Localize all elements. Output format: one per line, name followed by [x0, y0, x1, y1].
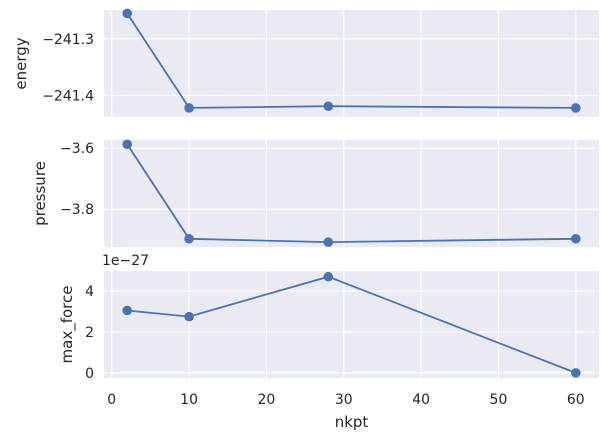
x-axis-ticks: 0 10 20 30 40 50 60: [107, 392, 584, 408]
data-point: [570, 103, 581, 113]
x-tick-label: 10: [180, 392, 198, 408]
x-axis-label: nkpt: [335, 413, 369, 431]
y-tick-label: −3.6: [60, 141, 94, 157]
y-tick-label: −3.8: [60, 202, 94, 218]
y-tick-label: −241.3: [42, 32, 94, 48]
y-tick-label: −241.4: [42, 88, 94, 104]
data-point: [570, 233, 581, 244]
y-tick-label: 4: [85, 284, 94, 300]
y-axis-label-pressure: pressure: [31, 161, 49, 226]
data-point: [122, 305, 133, 316]
y-ticks-pressure: −3.6 −3.8: [60, 141, 94, 218]
data-point: [184, 103, 194, 113]
y-tick-label: 2: [85, 325, 94, 341]
data-points-pressure: [122, 139, 581, 247]
x-tick-label: 60: [567, 392, 585, 408]
plot-area-max-force: [104, 271, 599, 378]
offset-text-max-force: 1e−27: [102, 253, 149, 269]
data-points-max-force: [122, 271, 581, 378]
data-point: [184, 311, 194, 322]
data-points-energy: [122, 8, 581, 113]
y-tick-label: 0: [85, 366, 94, 382]
x-tick-label: 40: [412, 392, 430, 408]
gridlines-pressure: [104, 140, 599, 247]
y-axis-label-max-force: max_force: [58, 286, 77, 364]
y-ticks-energy: −241.3 −241.4: [42, 32, 94, 105]
data-point: [323, 101, 334, 112]
plot-area-energy: [104, 10, 599, 117]
series-line-energy: [126, 12, 576, 109]
y-ticks-max-force: 0 2 4: [85, 284, 94, 382]
x-tick-label: 30: [335, 392, 353, 408]
data-point: [323, 271, 334, 282]
data-point: [122, 139, 133, 150]
data-point: [323, 237, 334, 247]
x-tick-label: 20: [258, 392, 276, 408]
data-point: [122, 8, 133, 19]
series-line-pressure: [126, 143, 576, 244]
gridlines-max-force: [104, 271, 599, 378]
series-line-max-force: [127, 275, 577, 374]
plot-area-pressure: [104, 140, 599, 247]
y-axis-label-energy: energy: [12, 37, 30, 89]
data-point: [570, 368, 581, 378]
panel-max-force: 0 2 4 max_force 1e−27: [58, 253, 599, 382]
x-tick-label: 50: [490, 392, 508, 408]
panel-pressure: −3.6 −3.8 pressure: [31, 139, 599, 247]
x-tick-label: 0: [107, 392, 116, 408]
panel-energy: −241.3 −241.4 energy: [12, 8, 599, 117]
gridlines-energy: [104, 10, 599, 117]
data-point: [184, 233, 194, 244]
